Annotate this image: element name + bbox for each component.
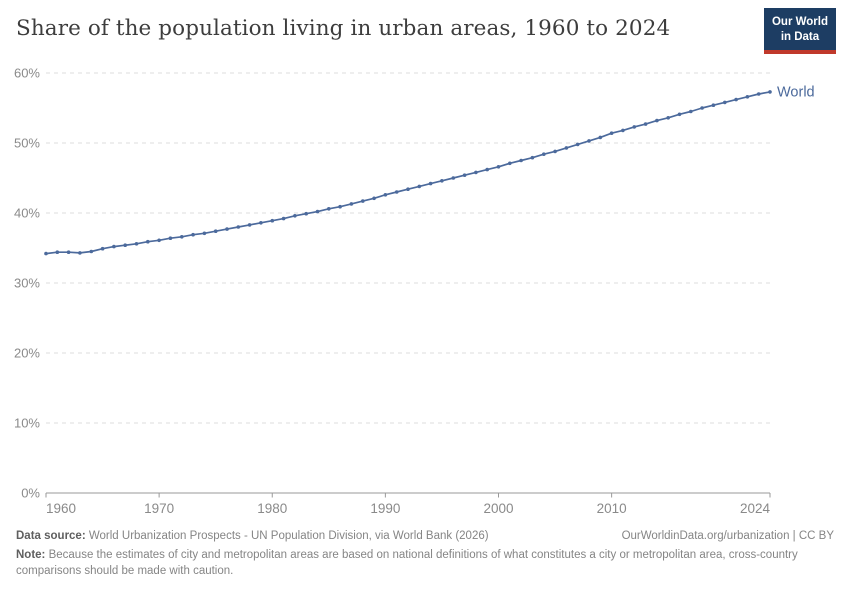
data-point-1977 xyxy=(236,225,241,229)
owid-logo-line2: in Data xyxy=(780,30,820,43)
data-point-1994 xyxy=(428,181,433,186)
data-point-1967 xyxy=(123,243,127,247)
data-point-1968 xyxy=(134,242,139,246)
data-source-label: Data source: xyxy=(16,530,86,542)
data-point-1996 xyxy=(451,176,456,180)
note-text: Because the estimates of city and metrop… xyxy=(16,548,798,577)
y-tick-label-20: 20% xyxy=(14,346,40,361)
data-point-2006 xyxy=(564,146,569,150)
x-tick-label-1970: 1970 xyxy=(144,501,174,516)
data-point-1975 xyxy=(213,229,218,233)
data-source-line: Data source: World Urbanization Prospect… xyxy=(16,529,489,545)
data-point-2005 xyxy=(553,149,557,154)
y-tick-label-50: 50% xyxy=(14,136,40,151)
data-point-1986 xyxy=(338,204,342,209)
chart-area: 0% 10% 20% 30% 40% 50% 60% 1960 1970 1980 1990 2000… xyxy=(0,60,850,520)
data-point-1991 xyxy=(394,190,399,194)
y-tick-label-30: 30% xyxy=(14,276,40,291)
data-point-1964 xyxy=(89,249,94,254)
data-point-2007 xyxy=(575,142,580,147)
data-point-1993 xyxy=(417,184,422,189)
x-tick-label-1980: 1980 xyxy=(257,501,287,516)
data-source-text: World Urbanization Prospects - UN Popula… xyxy=(85,530,489,542)
data-point-1979 xyxy=(259,221,263,225)
data-point-1960 xyxy=(44,251,48,256)
data-point-1981 xyxy=(281,216,286,221)
data-point-2016 xyxy=(677,112,682,117)
series-line-world xyxy=(45,91,771,255)
note-label: Note: xyxy=(16,548,46,561)
data-point-1971 xyxy=(168,236,173,240)
data-point-2009 xyxy=(598,135,603,140)
data-point-1999 xyxy=(485,167,490,172)
attribution-link[interactable]: OurWorldinData.org/urbanization | CC BY xyxy=(621,530,834,542)
data-point-1987 xyxy=(349,202,354,206)
y-tick-label-40: 40% xyxy=(14,206,40,221)
x-tick-label-2010: 2010 xyxy=(597,501,627,516)
data-point-2018 xyxy=(700,106,704,110)
data-point-1998 xyxy=(474,170,478,175)
data-point-2013 xyxy=(643,122,648,126)
data-point-1961 xyxy=(55,250,60,254)
data-point-1988 xyxy=(361,199,365,203)
x-tick-label-1990: 1990 xyxy=(370,501,400,516)
y-tick-label-10: 10% xyxy=(14,416,40,431)
chart-footer: Data source: World Urbanization Prospect… xyxy=(16,529,834,580)
data-point-1973 xyxy=(191,232,195,237)
note-line: Note: Because the estimates of city and … xyxy=(16,549,798,577)
data-point-2012 xyxy=(632,125,637,129)
data-point-1984 xyxy=(315,209,320,214)
data-point-1965 xyxy=(100,246,105,251)
data-point-1969 xyxy=(146,239,150,244)
data-point-2000 xyxy=(496,165,501,169)
data-point-1974 xyxy=(202,231,207,236)
data-point-2021 xyxy=(734,97,738,102)
line-chart-canvas: 0% 10% 20% 30% 40% 50% 60% 1960 1970 1980 1990 2000… xyxy=(14,66,815,517)
data-point-1982 xyxy=(293,214,297,218)
data-point-1972 xyxy=(180,235,184,239)
owid-logo[interactable]: Our World in Data xyxy=(763,8,836,54)
data-point-1995 xyxy=(440,179,444,183)
data-point-2017 xyxy=(689,109,693,114)
data-point-1978 xyxy=(247,223,252,227)
series-end-label-world: World xyxy=(777,84,815,100)
y-tick-label-60: 60% xyxy=(14,66,40,81)
data-point-2019 xyxy=(711,103,716,107)
data-point-1983 xyxy=(304,211,309,216)
data-point-2010 xyxy=(609,131,614,135)
data-point-1962 xyxy=(66,250,71,254)
data-point-2001 xyxy=(508,161,512,166)
data-point-2023 xyxy=(756,92,761,96)
data-point-1989 xyxy=(372,196,376,201)
data-point-1997 xyxy=(462,173,467,177)
y-tick-label-0: 0% xyxy=(21,486,40,501)
data-point-1970 xyxy=(157,238,161,243)
x-tick-label-2000: 2000 xyxy=(483,501,513,516)
data-point-2002 xyxy=(519,158,523,163)
data-point-2020 xyxy=(723,100,727,105)
data-point-2004 xyxy=(542,152,546,156)
data-point-1990 xyxy=(383,193,388,197)
data-point-2022 xyxy=(745,95,750,99)
data-point-1966 xyxy=(112,244,116,249)
data-point-2015 xyxy=(666,116,670,120)
data-point-1963 xyxy=(78,251,82,255)
x-tick-label-2024: 2024 xyxy=(740,501,771,516)
data-point-2014 xyxy=(655,118,659,123)
chart-title: Share of the population living in urban … xyxy=(16,16,671,41)
data-point-1980 xyxy=(270,218,275,223)
data-point-1976 xyxy=(225,227,229,231)
data-point-1992 xyxy=(406,187,410,191)
x-tick-label-1960: 1960 xyxy=(46,501,76,516)
data-point-2008 xyxy=(587,139,591,143)
owid-logo-line1: Our World xyxy=(771,16,828,28)
data-point-2003 xyxy=(530,155,535,160)
data-point-1985 xyxy=(327,207,331,211)
data-point-2024 xyxy=(768,90,772,94)
data-point-2011 xyxy=(621,128,625,133)
